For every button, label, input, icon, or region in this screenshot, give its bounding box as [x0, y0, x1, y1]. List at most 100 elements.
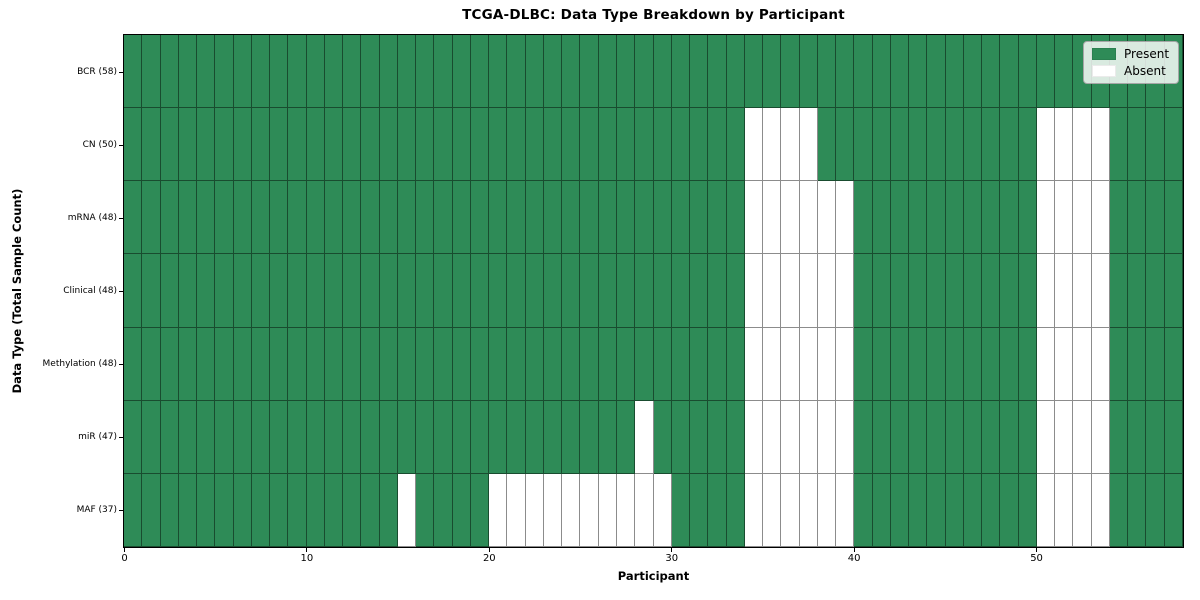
heatmap-cell	[452, 254, 471, 328]
legend-label-absent: Absent	[1124, 64, 1166, 78]
heatmap-cell	[1036, 108, 1056, 182]
heatmap-cell	[543, 327, 563, 401]
heatmap-cell	[251, 327, 271, 401]
heatmap-cell	[215, 400, 234, 474]
heatmap-cell	[653, 108, 672, 182]
x-axis-tick-label: 0	[121, 553, 128, 564]
heatmap-cell	[872, 35, 891, 109]
heatmap-cell	[562, 108, 581, 182]
heatmap-cell	[1146, 181, 1165, 255]
heatmap-cell	[1073, 400, 1092, 474]
heatmap-cell	[142, 35, 161, 109]
heatmap-cell	[726, 35, 745, 109]
heatmap-cell	[580, 35, 599, 109]
heatmap-cell	[781, 400, 800, 474]
heatmap-cell	[1018, 181, 1037, 255]
heatmap-cell	[817, 35, 837, 109]
heatmap-cell	[1018, 254, 1037, 328]
heatmap-cell	[763, 473, 782, 547]
heatmap-cell	[580, 473, 599, 547]
heatmap-cell	[1091, 108, 1110, 182]
heatmap-cell	[671, 108, 691, 182]
heatmap-cell	[288, 327, 307, 401]
heatmap-cell	[1000, 108, 1019, 182]
heatmap-cell	[197, 400, 216, 474]
heatmap-cell	[178, 181, 198, 255]
heatmap-cell	[452, 473, 471, 547]
x-axis-tick-label: 10	[300, 553, 314, 564]
heatmap-cell	[580, 400, 599, 474]
heatmap-cell	[507, 181, 526, 255]
heatmap-cell	[416, 400, 435, 474]
heatmap-cell	[690, 35, 709, 109]
heatmap-cell	[671, 35, 691, 109]
heatmap-cell	[616, 181, 636, 255]
heatmap-cell	[854, 35, 873, 109]
heatmap-cell	[635, 181, 654, 255]
heatmap-cell	[982, 327, 1001, 401]
heatmap-cell	[343, 254, 362, 328]
heatmap-cell	[434, 327, 453, 401]
x-axis-tick-mark	[853, 548, 855, 552]
heatmap-cell	[763, 181, 782, 255]
heatmap-cell	[635, 400, 654, 474]
heatmap-cell	[927, 400, 946, 474]
heatmap-cell	[635, 108, 654, 182]
heatmap-cell	[562, 400, 581, 474]
heatmap-cell	[671, 327, 691, 401]
heatmap-cell	[197, 108, 216, 182]
heatmap-cell	[781, 35, 800, 109]
heatmap-cell	[251, 473, 271, 547]
heatmap-cell	[616, 35, 636, 109]
heatmap-cell	[726, 400, 745, 474]
heatmap-cell	[361, 400, 380, 474]
heatmap-cell	[1036, 473, 1056, 547]
heatmap-cell	[489, 108, 508, 182]
x-axis-tick-label: 30	[665, 553, 679, 564]
heatmap-cell	[909, 181, 928, 255]
heatmap-cell	[324, 181, 344, 255]
heatmap-cell	[124, 254, 143, 328]
heatmap-cell	[927, 254, 946, 328]
heatmap-cell	[982, 181, 1001, 255]
heatmap-cell	[799, 327, 818, 401]
heatmap-cell	[616, 327, 636, 401]
heatmap-cell	[945, 181, 964, 255]
heatmap-cell	[160, 327, 179, 401]
heatmap-cell	[927, 473, 946, 547]
heatmap-cell	[452, 181, 471, 255]
heatmap-cell	[1073, 181, 1092, 255]
heatmap-cell	[160, 400, 179, 474]
heatmap-cell	[1073, 473, 1092, 547]
heatmap-cell	[1036, 35, 1056, 109]
heatmap-cell	[817, 254, 837, 328]
heatmap-cell	[288, 400, 307, 474]
heatmap-cell	[1164, 473, 1183, 547]
heatmap-cell	[1109, 254, 1129, 328]
heatmap-cell	[525, 181, 544, 255]
heatmap-cell	[124, 473, 143, 547]
heatmap-cell	[744, 108, 764, 182]
heatmap-cell	[306, 473, 325, 547]
heatmap-cell	[1055, 181, 1074, 255]
y-axis-tick-label: Methylation (48)	[42, 358, 117, 369]
heatmap-cell	[598, 400, 617, 474]
heatmap-cell	[470, 400, 490, 474]
heatmap-cell	[963, 181, 983, 255]
heatmap-cell	[434, 254, 453, 328]
heatmap-cell	[763, 108, 782, 182]
heatmap-cell	[562, 35, 581, 109]
heatmap-cell	[1146, 400, 1165, 474]
heatmap-cell	[744, 400, 764, 474]
heatmap-cell	[1055, 35, 1074, 109]
heatmap-cell	[507, 473, 526, 547]
heatmap-cell	[909, 254, 928, 328]
heatmap-cell	[270, 254, 289, 328]
heatmap-cell	[397, 473, 417, 547]
heatmap-cell	[124, 327, 143, 401]
heatmap-cell	[142, 327, 161, 401]
heatmap-cell	[963, 473, 983, 547]
heatmap-cell	[160, 108, 179, 182]
heatmap-cell	[982, 35, 1001, 109]
heatmap-cell	[416, 108, 435, 182]
